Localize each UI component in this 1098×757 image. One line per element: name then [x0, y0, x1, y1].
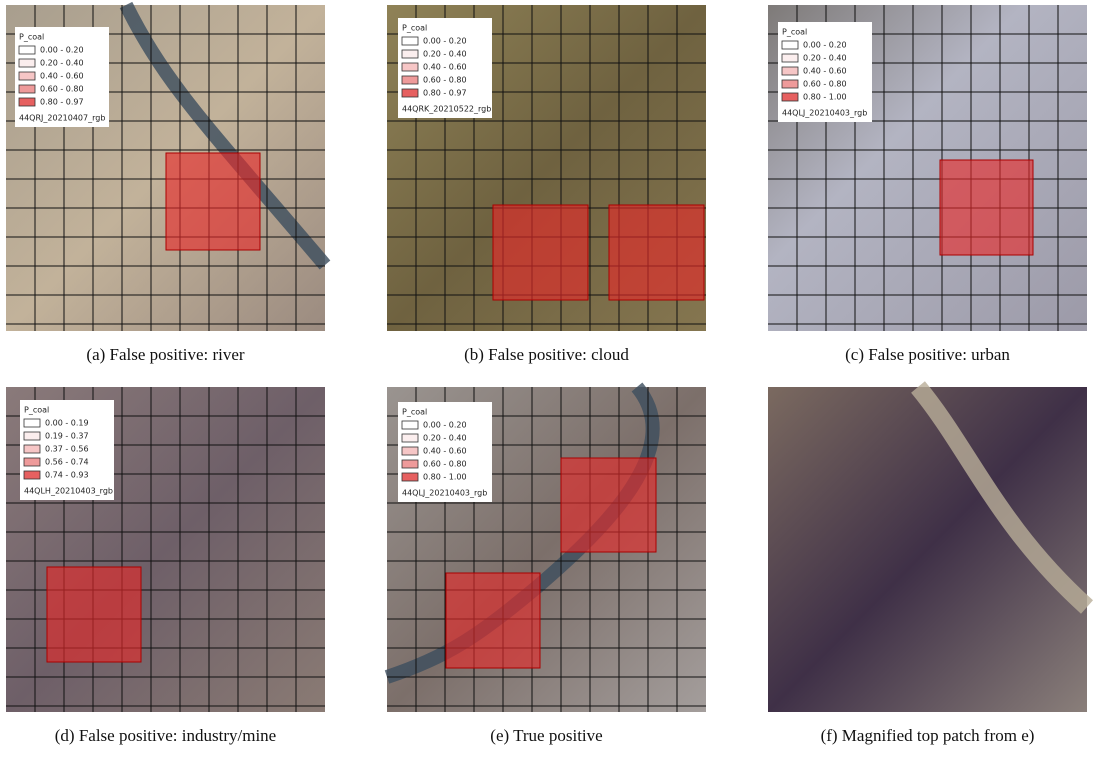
legend-entry: 0.80 - 0.97 [423, 89, 467, 98]
legend-swatch [402, 473, 418, 481]
legend-title: P_coal [402, 24, 427, 33]
legend-entry: 0.00 - 0.20 [40, 46, 84, 55]
legend-swatch [402, 447, 418, 455]
legend-swatch [402, 63, 418, 71]
legend: P_coal 0.00 - 0.20 0.20 - 0.40 0.40 - 0.60 0… [398, 402, 492, 502]
legend-title: P_coal [19, 33, 44, 42]
legend-entry: 0.80 - 1.00 [423, 473, 467, 482]
legend: P_coal 0.00 - 0.19 0.19 - 0.37 0.37 - 0.56 0… [20, 400, 114, 500]
legend-swatch [402, 460, 418, 468]
legend-entry: 0.00 - 0.20 [423, 37, 467, 46]
legend-entry: 0.37 - 0.56 [45, 445, 89, 454]
legend-entry: 0.00 - 0.20 [803, 41, 847, 50]
detection-patch [609, 205, 704, 300]
panel: P_coal 0.00 - 0.19 0.19 - 0.37 0.37 - 0.56 0… [6, 387, 325, 712]
legend-swatch [24, 458, 40, 466]
caption: (f) Magnified top patch from e) [821, 726, 1035, 745]
caption: (c) False positive: urban [845, 345, 1010, 364]
legend-entry: 0.20 - 0.40 [423, 434, 467, 443]
legend-swatch [19, 98, 35, 106]
legend: P_coal 0.00 - 0.20 0.20 - 0.40 0.40 - 0.60 0… [398, 18, 492, 118]
panel: P_coal 0.00 - 0.20 0.20 - 0.40 0.40 - 0.60 0… [768, 5, 1087, 331]
legend-swatch [402, 37, 418, 45]
legend-source: 44QLH_20210403_rgb [24, 487, 113, 496]
legend-swatch [19, 59, 35, 67]
legend-entry: 0.60 - 0.80 [423, 76, 467, 85]
legend-entry: 0.60 - 0.80 [423, 460, 467, 469]
legend-source: 44QLJ_20210403_rgb [402, 489, 487, 498]
legend-entry: 0.20 - 0.40 [803, 54, 847, 63]
panel: P_coal 0.00 - 0.20 0.20 - 0.40 0.40 - 0.60 0… [6, 5, 325, 331]
detection-patch [561, 458, 656, 552]
caption: (b) False positive: cloud [464, 345, 629, 364]
legend-entry: 0.00 - 0.19 [45, 419, 89, 428]
legend-title: P_coal [782, 28, 807, 37]
caption: (d) False positive: industry/mine [55, 726, 276, 745]
legend-source: 44QLJ_20210403_rgb [782, 109, 867, 118]
legend-entry: 0.80 - 1.00 [803, 93, 847, 102]
detection-patch [446, 573, 540, 668]
legend-entry: 0.60 - 0.80 [803, 80, 847, 89]
legend-swatch [402, 50, 418, 58]
legend-swatch [402, 434, 418, 442]
legend-swatch [24, 419, 40, 427]
legend-swatch [402, 89, 418, 97]
legend-swatch [24, 445, 40, 453]
legend-swatch [19, 85, 35, 93]
legend-swatch [402, 421, 418, 429]
legend-swatch [24, 432, 40, 440]
detection-patch [166, 153, 260, 250]
detection-patch [493, 205, 588, 300]
caption: (e) True positive [490, 726, 602, 745]
legend-entry: 0.40 - 0.60 [423, 63, 467, 72]
legend-swatch [782, 54, 798, 62]
legend-entry: 0.40 - 0.60 [40, 72, 84, 81]
caption: (a) False positive: river [86, 345, 244, 364]
legend-swatch [782, 41, 798, 49]
legend-title: P_coal [24, 406, 49, 415]
legend-entry: 0.74 - 0.93 [45, 471, 89, 480]
legend-swatch [19, 46, 35, 54]
legend-source: 44QRK_20210522_rgb [402, 105, 491, 114]
panel: P_coal 0.00 - 0.20 0.20 - 0.40 0.40 - 0.60 0… [387, 5, 706, 331]
legend-entry: 0.40 - 0.60 [423, 447, 467, 456]
detection-patch [47, 567, 141, 662]
panel [768, 387, 1087, 712]
legend-swatch [19, 72, 35, 80]
legend: P_coal 0.00 - 0.20 0.20 - 0.40 0.40 - 0.60 0… [15, 27, 109, 127]
legend-entry: 0.56 - 0.74 [45, 458, 89, 467]
legend-title: P_coal [402, 408, 427, 417]
legend-entry: 0.19 - 0.37 [45, 432, 89, 441]
legend-swatch [782, 67, 798, 75]
figure: P_coal 0.00 - 0.20 0.20 - 0.40 0.40 - 0.60 0… [0, 0, 1098, 757]
legend-swatch [24, 471, 40, 479]
legend-entry: 0.80 - 0.97 [40, 98, 84, 107]
panel: P_coal 0.00 - 0.20 0.20 - 0.40 0.40 - 0.60 0… [387, 387, 706, 712]
legend-entry: 0.00 - 0.20 [423, 421, 467, 430]
legend-source: 44QRJ_20210407_rgb [19, 114, 105, 123]
legend-entry: 0.20 - 0.40 [423, 50, 467, 59]
legend-entry: 0.40 - 0.60 [803, 67, 847, 76]
detection-patch [940, 160, 1033, 255]
legend: P_coal 0.00 - 0.20 0.20 - 0.40 0.40 - 0.60 0… [778, 22, 872, 122]
legend-swatch [402, 76, 418, 84]
legend-swatch [782, 80, 798, 88]
legend-swatch [782, 93, 798, 101]
legend-entry: 0.60 - 0.80 [40, 85, 84, 94]
legend-entry: 0.20 - 0.40 [40, 59, 84, 68]
